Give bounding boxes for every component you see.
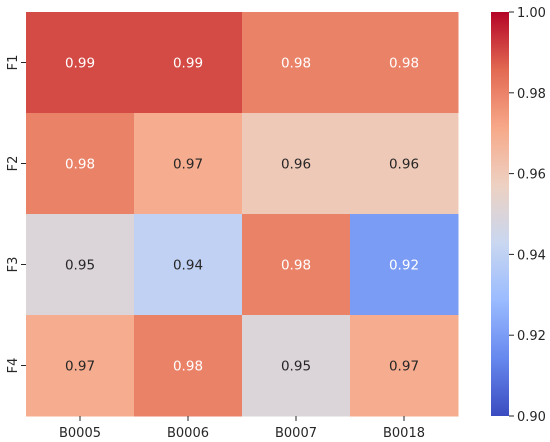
heatmap-cell-f1-b0007 bbox=[242, 12, 351, 114]
colorbar: 0.90 0.92 0.94 0.96 0.98 1.00 bbox=[491, 6, 546, 425]
heatmap-cell-f3-b0007 bbox=[242, 214, 351, 316]
heatmap-cell-f3-b0006 bbox=[134, 214, 243, 316]
cell-value-label: 0.97 bbox=[65, 359, 95, 375]
heatmap-cell-f1-b0018 bbox=[350, 12, 459, 114]
y-axis: F1 F2 F3 F4 bbox=[6, 55, 26, 374]
y-tick-label-f4: F4 bbox=[6, 358, 21, 374]
cell-value-label: 0.95 bbox=[65, 258, 95, 274]
cell-value-label: 0.95 bbox=[281, 359, 311, 375]
cell-value-label: 0.98 bbox=[389, 56, 419, 72]
colorbar-tick-label: 0.92 bbox=[517, 329, 546, 344]
cell-value-label: 0.98 bbox=[281, 56, 311, 72]
cell-value-label: 0.99 bbox=[65, 56, 95, 72]
heatmap-cell-f2-b0018 bbox=[350, 113, 459, 215]
y-tick-label-f2: F2 bbox=[6, 156, 21, 172]
cell-value-label: 0.98 bbox=[65, 157, 95, 173]
y-tick-label-f1: F1 bbox=[6, 55, 21, 71]
x-tick-label-b0005: B0005 bbox=[59, 426, 101, 441]
heatmap-cell-f2-b0006 bbox=[134, 113, 243, 215]
heatmap-cell-f3-b0018 bbox=[350, 214, 459, 316]
colorbar-tick-label: 0.94 bbox=[517, 248, 546, 263]
y-tick-label-f3: F3 bbox=[6, 257, 21, 273]
cell-value-label: 0.96 bbox=[389, 157, 419, 173]
cell-value-label: 0.97 bbox=[389, 359, 419, 375]
colorbar-tick-label: 0.98 bbox=[517, 87, 546, 102]
heatmap-cell-f1-b0006 bbox=[134, 12, 243, 114]
colorbar-tick-label: 0.90 bbox=[517, 410, 546, 425]
heatmap-cell-f3-b0005 bbox=[26, 214, 135, 316]
x-tick-label-b0006: B0006 bbox=[167, 426, 209, 441]
cell-value-label: 0.94 bbox=[173, 258, 203, 274]
cell-value-label: 0.96 bbox=[281, 157, 311, 173]
cell-value-label: 0.97 bbox=[173, 157, 203, 173]
cell-value-label: 0.98 bbox=[173, 359, 203, 375]
colorbar-tick-label: 0.96 bbox=[517, 168, 546, 183]
x-tick-label-b0007: B0007 bbox=[275, 426, 317, 441]
heatmap-cells bbox=[26, 12, 459, 417]
heatmap-cell-f2-b0007 bbox=[242, 113, 351, 215]
x-axis: B0005 B0006 B0007 B0018 bbox=[59, 416, 425, 441]
heatmap-cell-f4-b0005 bbox=[26, 315, 135, 417]
heatmap-cell-f4-b0006 bbox=[134, 315, 243, 417]
heatmap-cell-f4-b0007 bbox=[242, 315, 351, 417]
cell-value-label: 0.99 bbox=[173, 56, 203, 72]
colorbar-gradient bbox=[491, 12, 509, 416]
x-tick-label-b0018: B0018 bbox=[383, 426, 425, 441]
heatmap-cell-f1-b0005 bbox=[26, 12, 135, 114]
colorbar-tick-label: 1.00 bbox=[517, 6, 546, 21]
cell-value-label: 0.98 bbox=[281, 258, 311, 274]
heatmap-cell-labels: 0.99 0.99 0.98 0.98 0.98 0.97 0.96 0.96 0.95 0.94… bbox=[65, 56, 419, 375]
heatmap-cell-f4-b0018 bbox=[350, 315, 459, 417]
cell-value-label: 0.92 bbox=[389, 258, 419, 274]
heatmap-cell-f2-b0005 bbox=[26, 113, 135, 215]
